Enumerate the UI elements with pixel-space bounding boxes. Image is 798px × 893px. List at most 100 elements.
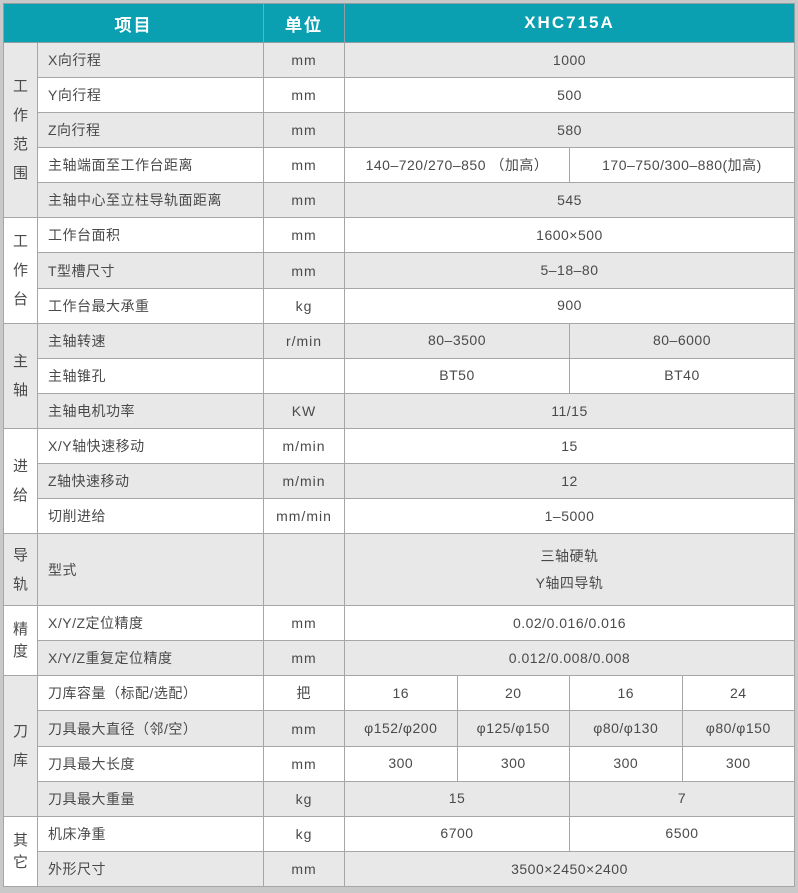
row-label: 刀库容量（标配/选配）: [37, 675, 264, 712]
row-label: Y向行程: [37, 77, 264, 114]
unit-cell: mm: [263, 745, 345, 782]
unit-cell: mm: [263, 217, 345, 254]
unit-cell: mm: [263, 147, 345, 184]
unit-cell: KW: [263, 392, 345, 429]
row-label: X/Y/Z定位精度: [37, 605, 264, 642]
value-cell: 545: [344, 182, 795, 219]
unit-cell: kg: [263, 780, 345, 817]
table-row: 主轴主轴转速 r/min 80–3500 80–6000: [3, 322, 795, 429]
column-header-model: XHC715A: [344, 3, 795, 43]
unit-cell: m/min: [263, 427, 345, 464]
value-cell: 300: [681, 745, 795, 782]
category-cell: 工作台: [3, 217, 38, 324]
row-label: X/Y轴快速移动: [37, 427, 264, 464]
value-cell: 0.012/0.008/0.008: [344, 640, 795, 677]
unit-cell: [263, 533, 345, 607]
table-row: 外形尺寸 mm 3500×2450×2400: [4, 850, 795, 888]
unit-cell: m/min: [263, 462, 345, 500]
category-label: 进给: [12, 457, 28, 504]
value-cell: 11/15: [344, 392, 795, 429]
value-cell: φ80/φ150: [681, 710, 795, 747]
category-label: 导轨: [12, 546, 28, 593]
table-row: 工作台最大承重 kg 900: [4, 287, 795, 324]
row-label: 外形尺寸: [37, 850, 264, 888]
table-row: 工作范围 X向行程 mm 1000: [3, 41, 795, 219]
table-row: 主轴电机功率 KW 11/15: [4, 392, 795, 429]
unit-cell: mm: [263, 640, 345, 677]
row-label: 主轴中心至立柱导轨面距离: [37, 182, 264, 219]
value-cell: 1–5000: [344, 498, 795, 535]
category-cell: 导轨: [3, 533, 38, 607]
unit-cell: mm: [263, 182, 345, 219]
table-row: 刀具最大重量 kg 15 7: [4, 780, 795, 817]
value-cell: 5–18–80: [344, 252, 795, 289]
value-cell: 140–720/270–850 （加高）: [344, 147, 570, 184]
spec-table-body: 工作范围 X向行程 mm 1000 Y向行程 mm 500 Z向行程 mm 580 主轴端面至工作台…: [3, 41, 795, 888]
value-cell: 三轴硬轨 Y轴四导轨: [344, 533, 795, 607]
value-cell: 80–6000: [569, 322, 795, 359]
row-label: 刀具最大直径（邻/空）: [37, 710, 264, 747]
category-label: 精度: [12, 621, 28, 661]
unit-cell: 把: [263, 675, 345, 712]
value-cell: 16: [344, 675, 458, 712]
category-label: 刀库: [12, 723, 28, 770]
value-cell: 7: [569, 780, 795, 817]
value-cell: 170–750/300–880(加高): [569, 147, 795, 184]
value-cell: 580: [344, 112, 795, 149]
value-cell: 1000: [344, 41, 795, 79]
column-header-item: 项目: [3, 3, 264, 43]
row-label: X/Y/Z重复定位精度: [37, 640, 264, 677]
header-row: 项目 单位 XHC715A: [3, 3, 795, 43]
value-cell: BT40: [569, 357, 795, 394]
row-label: 机床净重: [37, 815, 264, 852]
row-label: Z向行程: [37, 112, 264, 149]
table-row: 主轴中心至立柱导轨面距离 mm 545: [4, 182, 795, 219]
value-cell: 16: [569, 675, 683, 712]
table-row: 精度 X/Y/Z定位精度 mm 0.02/0.016/0.016: [3, 605, 795, 677]
row-label: X向行程: [37, 41, 264, 79]
value-cell: φ125/φ150: [456, 710, 570, 747]
value-cell: 6700: [344, 815, 570, 852]
column-header-unit: 单位: [263, 3, 345, 43]
row-label: 工作台面积: [37, 217, 264, 254]
row-label: 刀具最大长度: [37, 745, 264, 782]
unit-cell: mm: [263, 77, 345, 114]
category-cell: 刀库: [3, 675, 38, 817]
value-cell: 0.02/0.016/0.016: [344, 605, 795, 642]
value-cell: 900: [344, 287, 795, 324]
table-row: 导轨型式 三轴硬轨 Y轴四导轨: [3, 533, 795, 607]
category-cell: 工作范围: [3, 41, 38, 219]
unit-cell: kg: [263, 815, 345, 852]
value-cell: 300: [456, 745, 570, 782]
value-cell: 15: [344, 427, 795, 464]
row-label: 刀具最大重量: [37, 780, 264, 817]
category-label: 主轴: [12, 352, 28, 399]
row-label: 工作台最大承重: [37, 287, 264, 324]
unit-cell: kg: [263, 287, 345, 324]
row-label: 主轴电机功率: [37, 392, 264, 429]
category-cell: 其它: [3, 815, 38, 888]
unit-cell: mm: [263, 605, 345, 642]
value-cell: 24: [681, 675, 795, 712]
unit-cell: mm: [263, 710, 345, 747]
row-label: 主轴锥孔: [37, 357, 264, 394]
value-cell: φ80/φ130: [569, 710, 683, 747]
row-label: 切削进给: [37, 498, 264, 535]
category-cell: 进给: [3, 427, 38, 535]
row-label: 型式: [37, 533, 264, 607]
table-row: 切削进给 mm/min 1–5000: [4, 498, 795, 535]
unit-cell: r/min: [263, 322, 345, 359]
table-row: 其它机床净重 kg 6700 6500: [3, 815, 795, 888]
row-label: 主轴端面至工作台距离: [37, 147, 264, 184]
value-cell: 6500: [569, 815, 795, 852]
value-cell: 300: [344, 745, 458, 782]
table-row: T型槽尺寸 mm 5–18–80: [4, 252, 795, 289]
value-cell: 15: [344, 780, 570, 817]
value-cell: 1600×500: [344, 217, 795, 254]
category-cell: 精度: [3, 605, 38, 677]
table-row: 工作台工作台面积 mm 1600×500: [3, 217, 795, 324]
row-label: T型槽尺寸: [37, 252, 264, 289]
table-row: X/Y/Z重复定位精度 mm 0.012/0.008/0.008: [4, 640, 795, 677]
spec-table: 项目 单位 XHC715A 工作范围 X向行程 mm 1000 Y向行程 mm 500 Z向行…: [3, 3, 795, 888]
unit-cell: mm: [263, 41, 345, 79]
